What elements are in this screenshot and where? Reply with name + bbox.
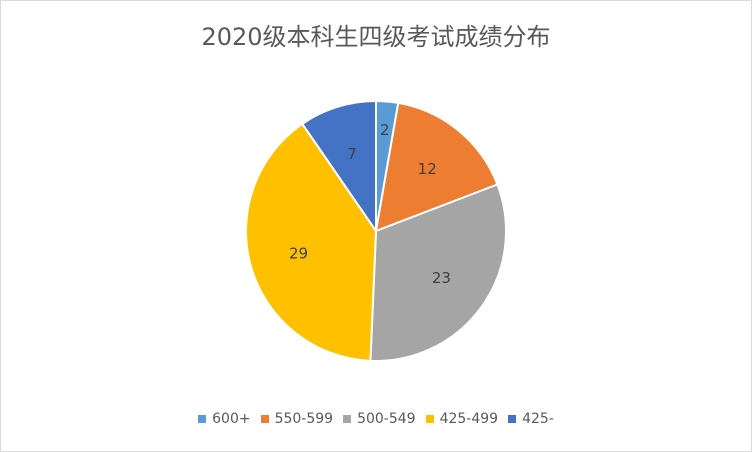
legend-label: 550-599 [274, 411, 334, 427]
legend-item-500-549: 500-549 [343, 411, 416, 427]
legend-swatch [508, 415, 517, 423]
legend-label: 425- [522, 411, 554, 427]
pie-slice-425- [300, 99, 377, 235]
legend-swatch [260, 415, 269, 423]
legend-label: 425-499 [439, 411, 499, 427]
legend-item-425-499: 425-499 [425, 411, 499, 427]
legend-item-600+: 600+ [198, 411, 251, 427]
legend-label: 600+ [212, 411, 251, 427]
pie-data-labels: 2 12 23 29 7 [289, 121, 451, 287]
legend-swatch [343, 415, 352, 423]
pie-slice-500-549 [369, 183, 507, 362]
pie-slices [245, 99, 507, 362]
data-label-425-499: 29 [289, 244, 308, 262]
legend-label: 500-549 [357, 411, 416, 427]
legend-swatch [198, 415, 207, 423]
legend: 600+ 550-599 500-549 425-499 425- [1, 411, 751, 427]
data-label-600+: 2 [380, 121, 390, 139]
legend-item-425-: 425- [508, 411, 554, 427]
legend-item-550-599: 550-599 [260, 411, 334, 427]
chart-title: 2020级本科生四级考试成绩分布 [201, 23, 551, 51]
data-label-500-549: 23 [432, 269, 451, 287]
data-label-550-599: 12 [418, 160, 437, 178]
data-label-425-: 7 [347, 145, 357, 163]
legend-swatch [425, 415, 434, 423]
pie-slice-550-599 [374, 101, 499, 233]
pie-slice-425-499 [245, 122, 378, 362]
